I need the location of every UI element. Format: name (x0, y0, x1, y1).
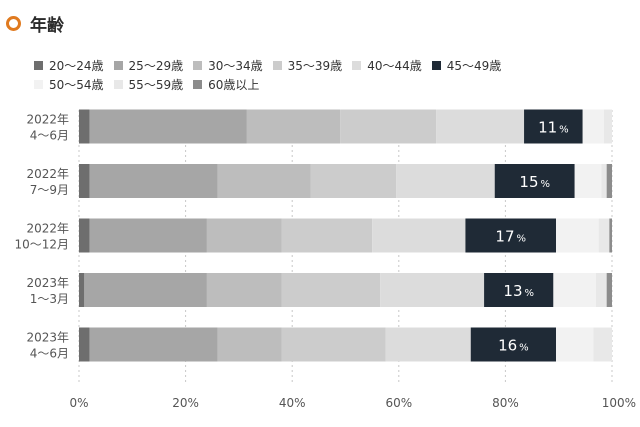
bar-segment (494, 164, 575, 198)
bar-segment (246, 109, 341, 144)
bar-segment (380, 273, 485, 307)
category-label: 2022年 4〜6月 (26, 113, 69, 143)
data-label: 13% (503, 282, 534, 300)
bar-segment (217, 327, 282, 362)
legend-label: 60歳以上 (208, 78, 260, 92)
bar-segment (281, 218, 373, 253)
category-label: 2022年 10〜12月 (14, 222, 69, 252)
bar-segment (556, 327, 594, 362)
bar-segment (89, 327, 218, 362)
bar-segment (89, 109, 247, 144)
orange-ring-icon (6, 15, 21, 31)
bar-segment (79, 218, 90, 253)
data-label: 17% (495, 228, 526, 246)
category-label: 2023年 1〜3月 (26, 276, 69, 306)
legend-swatch (352, 61, 362, 70)
bar-segment (606, 164, 612, 198)
legend-swatch (193, 61, 203, 70)
legend-item: 60歳以上 (193, 76, 259, 93)
legend-label: 55〜59歳 (128, 78, 184, 92)
bar-segment (582, 109, 605, 144)
legend-label: 35〜39歳 (287, 59, 343, 73)
bar-segment (79, 273, 85, 307)
legend-item: 55〜59歳 (113, 76, 184, 93)
legend-swatch (113, 61, 123, 70)
bar-segment (79, 327, 90, 362)
bar-segment (79, 164, 90, 198)
legend-item: 50〜54歳 (34, 76, 104, 93)
section-title: 年齢 (30, 15, 64, 36)
bar-segment (340, 109, 437, 144)
bar-segment (206, 273, 282, 307)
bar-segment (396, 164, 495, 198)
legend-label: 20〜24歳 (49, 59, 104, 73)
bar-segment (89, 218, 207, 253)
bar-segment (596, 273, 607, 307)
bar-segment (601, 164, 607, 198)
legend-item: 25〜29歳 (113, 57, 184, 74)
legend-swatch (272, 61, 282, 70)
legend-swatch (34, 61, 43, 70)
legend-row: 50〜54歳 55〜59歳 60歳以上 (34, 75, 634, 94)
bar-segment (598, 218, 610, 253)
legend-swatch (193, 80, 203, 89)
chart-legend: 20〜24歳 25〜29歳 30〜34歳 35〜39歳 40〜44歳 45〜49歳 50〜5… (34, 56, 634, 94)
legend-swatch (113, 80, 123, 89)
bar-segment (217, 164, 311, 198)
bar-segment (206, 218, 282, 253)
legend-item: 40〜44歳 (352, 57, 422, 74)
bar-segment (89, 164, 218, 198)
bar-segment (556, 218, 599, 253)
x-tick-label: 20% (172, 396, 199, 410)
data-label: 11% (538, 119, 569, 137)
bar-segment (484, 273, 554, 307)
bar-segment (604, 109, 612, 144)
bar-segment (574, 164, 602, 198)
legend-row: 20〜24歳 25〜29歳 30〜34歳 35〜39歳 40〜44歳 45〜49歳 (34, 56, 634, 75)
bar-segment (310, 164, 397, 198)
bar-segment (470, 327, 557, 362)
data-label: 15% (519, 173, 550, 191)
legend-item: 45〜49歳 (431, 57, 502, 74)
legend-label: 25〜29歳 (128, 59, 184, 73)
legend-label: 50〜54歳 (49, 78, 104, 92)
legend-item: 20〜24歳 (34, 57, 104, 74)
legend-label: 40〜44歳 (367, 59, 422, 73)
bar-segment (84, 273, 207, 307)
section-header: 年齢 (6, 12, 64, 36)
legend-label: 30〜34歳 (208, 59, 263, 73)
legend-swatch (34, 80, 43, 89)
legend-label: 45〜49歳 (446, 59, 502, 73)
data-label: 16% (498, 337, 529, 355)
bar-segment (281, 327, 386, 362)
bar-segment (609, 218, 612, 253)
category-label: 2023年 4〜6月 (26, 331, 69, 361)
x-tick-label: 60% (385, 396, 412, 410)
bar-segment (553, 273, 597, 307)
legend-swatch (431, 61, 441, 70)
bar-segment (79, 109, 90, 144)
x-tick-label: 100% (602, 396, 636, 410)
x-tick-label: 80% (492, 396, 519, 410)
bar-segment (524, 109, 583, 144)
bar-segment (385, 327, 471, 362)
bar-segment (436, 109, 525, 144)
legend-item: 35〜39歳 (272, 57, 343, 74)
x-tick-label: 40% (279, 396, 306, 410)
legend-item: 30〜34歳 (193, 57, 263, 74)
bar-segment (281, 273, 381, 307)
x-tick-label: 0% (69, 396, 88, 410)
bar-segment (465, 218, 557, 253)
bar-segment (606, 273, 612, 307)
bar-segment (593, 327, 612, 362)
bar-segment (372, 218, 466, 253)
category-label: 2022年 7〜9月 (26, 167, 69, 197)
